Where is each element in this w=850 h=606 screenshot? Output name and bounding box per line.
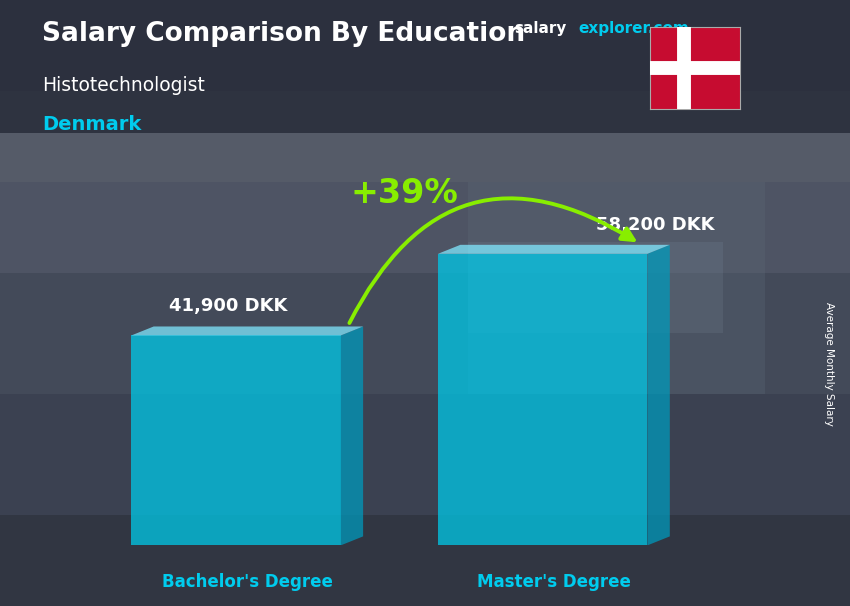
Polygon shape xyxy=(131,336,341,545)
Text: Denmark: Denmark xyxy=(42,115,142,134)
Polygon shape xyxy=(438,245,670,254)
Bar xyxy=(0,0,850,133)
Polygon shape xyxy=(438,254,648,545)
Bar xyxy=(0,273,850,394)
Polygon shape xyxy=(131,327,363,336)
Text: 58,200 DKK: 58,200 DKK xyxy=(596,216,714,234)
Text: Salary Comparison By Education: Salary Comparison By Education xyxy=(42,21,525,47)
Text: 41,900 DKK: 41,900 DKK xyxy=(169,298,287,316)
Text: Bachelor's Degree: Bachelor's Degree xyxy=(162,573,332,591)
Bar xyxy=(0,515,850,606)
Text: Histotechnologist: Histotechnologist xyxy=(42,76,206,95)
Bar xyxy=(0,394,850,515)
Polygon shape xyxy=(341,327,363,545)
Text: +39%: +39% xyxy=(350,177,458,210)
Text: Master's Degree: Master's Degree xyxy=(477,573,631,591)
Text: salary: salary xyxy=(514,21,567,36)
Bar xyxy=(0,182,850,273)
Polygon shape xyxy=(648,245,670,545)
Text: explorer.com: explorer.com xyxy=(578,21,688,36)
Text: Average Monthly Salary: Average Monthly Salary xyxy=(824,302,834,425)
Bar xyxy=(0,0,850,91)
Bar xyxy=(468,182,765,394)
FancyArrowPatch shape xyxy=(349,198,634,323)
Bar xyxy=(468,242,722,333)
Bar xyxy=(0,91,850,182)
